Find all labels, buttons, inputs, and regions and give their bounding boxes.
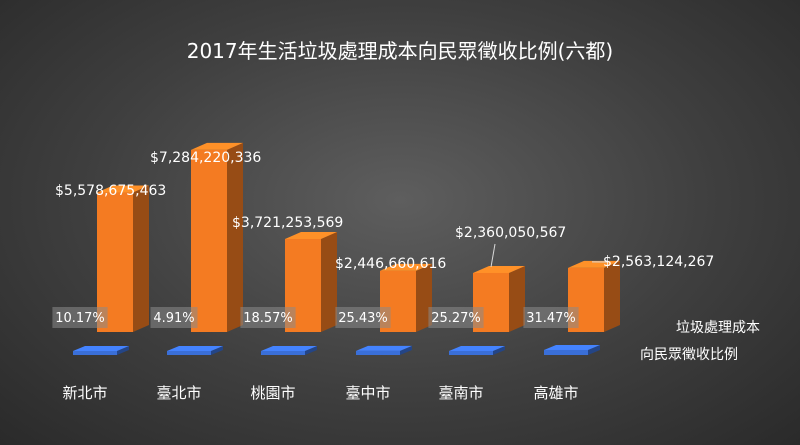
ratio-bar-1 [167, 346, 223, 355]
category-label-1: 臺北市 [156, 384, 201, 402]
ratio-bar-1-side [211, 346, 223, 355]
ratio-bar-5 [544, 344, 600, 355]
cost-bar-5-top [568, 260, 620, 268]
ratio-bar-0-top [73, 346, 129, 351]
ratio-bar-5-top [544, 344, 600, 350]
cost-bar-1 [191, 142, 243, 332]
ratio-bar-3-side [400, 345, 412, 355]
ratio-bar-1-top [167, 346, 223, 351]
ratio-bar-4-front [449, 350, 493, 355]
ratio-bar-3 [356, 345, 412, 355]
category-label-2: 桃園市 [250, 384, 295, 402]
cost-bar-1-side [227, 142, 243, 332]
ratio-bar-4 [449, 345, 505, 355]
ratio-label-bg-3 [335, 307, 391, 328]
ratio-label-bg-0 [52, 307, 108, 328]
category-label-5: 高雄市 [533, 384, 578, 402]
ratio-label-bg-2 [240, 307, 296, 328]
ratio-label-4: 25.27% [431, 311, 481, 326]
cost-label-5: $2,563,124,267 [603, 254, 714, 270]
ratio-label-bg-5 [523, 307, 579, 328]
ratio-bar-2-front [261, 351, 305, 355]
ratio-bar-5-side [588, 344, 600, 355]
ratio-label-2: 18.57% [243, 311, 293, 326]
cost-bar-1-front [191, 149, 227, 332]
ratio-bar-4-side [493, 345, 505, 355]
category-label-0: 新北市 [62, 384, 107, 402]
cost-bar-5-side [604, 260, 620, 332]
category-label-4: 臺南市 [438, 384, 483, 402]
ratio-label-1: 4.91% [153, 311, 194, 326]
cost-bar-0-top [97, 185, 149, 193]
ratio-bar-0-front [73, 351, 117, 355]
ratio-bar-2 [261, 346, 317, 355]
cost-bar-3-side [416, 263, 432, 332]
cost-bar-2 [285, 231, 337, 332]
cost-bar-2-top [285, 231, 337, 239]
ratio-label-3: 25.43% [338, 311, 388, 326]
cost-leader-4 [490, 243, 496, 268]
cost-label-2: $3,721,253,569 [232, 215, 343, 231]
cost-bar-3 [380, 263, 432, 332]
ratio-bar-4-top [449, 345, 505, 351]
category-label-3: 臺中市 [345, 384, 390, 402]
cost-label-0: $5,578,675,463 [55, 183, 166, 199]
cost-bar-0-side [133, 185, 149, 332]
cost-bar-5 [568, 260, 620, 332]
cost-label-3: $2,446,660,616 [335, 256, 446, 272]
ratio-bar-0 [73, 346, 129, 355]
ratio-bar-3-front [356, 350, 400, 355]
plot-area: $5,578,675,463 $7,284,220,336 $3,721,253,5… [52, 142, 714, 402]
cost-bar-3-top [380, 263, 432, 271]
ratio-bar-5-front [544, 349, 588, 355]
cost-bar-4-side [509, 265, 525, 332]
ratio-bar-1-front [167, 351, 211, 355]
legend: 垃圾處理成本 向民眾徵收比例 [640, 320, 760, 363]
legend-series-2: 向民眾徵收比例 [640, 347, 738, 363]
cost-bar-4-top [473, 265, 525, 273]
ratio-bar-2-top [261, 346, 317, 351]
ratio-bar-0-side [117, 346, 129, 355]
cost-bar-1-top [191, 142, 243, 150]
ratio-label-0: 10.17% [55, 311, 105, 326]
ratio-label-bg-1 [150, 307, 198, 328]
cost-bar-2-side [321, 231, 337, 332]
cost-label-1: $7,284,220,336 [150, 150, 261, 166]
ratio-bar-2-side [305, 346, 317, 355]
ratio-label-5: 31.47% [526, 311, 576, 326]
legend-series-1: 垃圾處理成本 [676, 320, 760, 336]
ratio-label-bg-4 [428, 307, 484, 328]
ratio-bar-3-top [356, 345, 412, 351]
chart-title: 2017年生活垃圾處理成本向民眾徵收比例(六都) [187, 39, 614, 63]
cost-label-4: $2,360,050,567 [455, 225, 566, 241]
